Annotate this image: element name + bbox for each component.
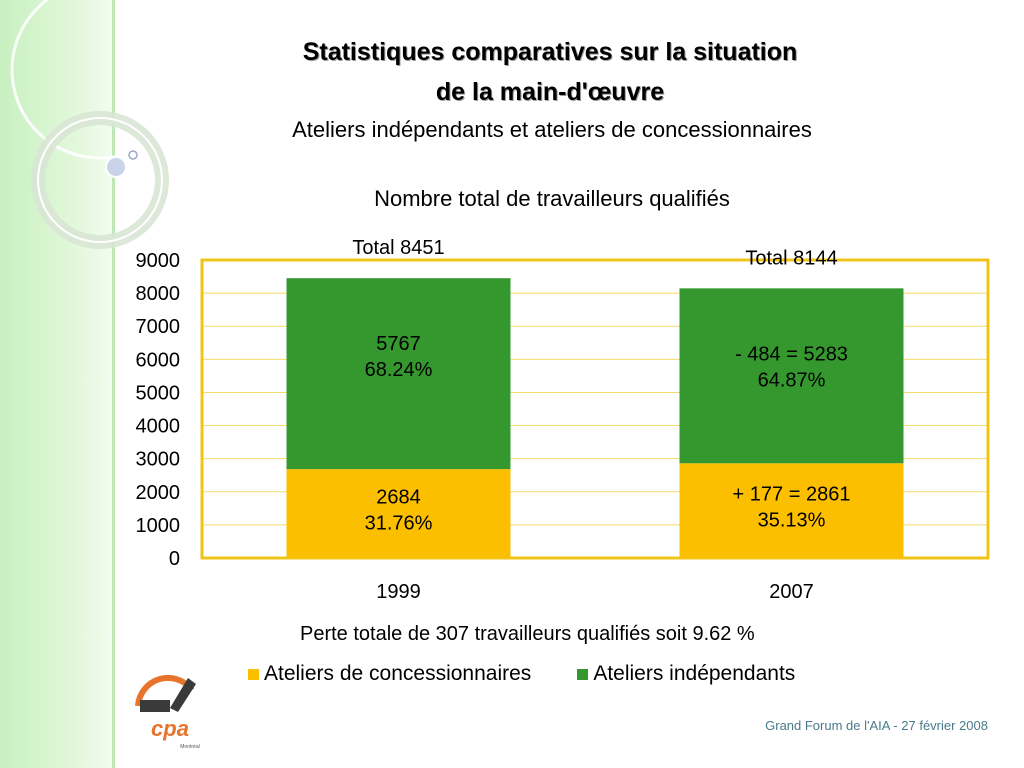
logo-text: cpa bbox=[151, 716, 189, 741]
bar-2007-series-1 bbox=[679, 288, 904, 464]
data-label: 35.13% bbox=[758, 510, 826, 532]
slide-title-line-2: de la main-d'œuvre bbox=[435, 78, 665, 106]
decorative-circles bbox=[10, 0, 190, 249]
x-tick-label-1999: 1999 bbox=[376, 581, 421, 603]
y-tick-label: 2000 bbox=[136, 482, 181, 504]
total-label-1999: Total 8451 bbox=[352, 237, 444, 259]
legend-swatch-independants bbox=[577, 668, 589, 680]
legend-label-concessionnaires: Ateliers de concessionnaires bbox=[264, 662, 532, 685]
y-tick-label: 8000 bbox=[136, 283, 181, 305]
y-tick-label: 6000 bbox=[136, 349, 181, 371]
bar-1999-series-0 bbox=[286, 469, 511, 558]
plot-area-border bbox=[200, 258, 990, 560]
y-tick-label: 0 bbox=[169, 548, 180, 570]
bar-2007-series-0 bbox=[679, 463, 904, 558]
x-tick-label-2007: 2007 bbox=[769, 581, 814, 603]
legend-label-independants: Ateliers indépendants bbox=[593, 662, 796, 685]
chart-legend: Ateliers de concessionnaires Ateliers in… bbox=[248, 662, 795, 686]
y-tick-label: 3000 bbox=[136, 449, 181, 471]
legend-swatch-concessionnaires bbox=[248, 668, 259, 680]
slide-subtitle: Ateliers indépendants et ateliers de con… bbox=[292, 117, 812, 142]
y-tick-label: 5000 bbox=[136, 382, 181, 404]
total-label-2007: Total 8144 bbox=[745, 247, 837, 269]
total-loss-note: Perte totale de 307 travailleurs qualifi… bbox=[300, 623, 755, 645]
data-label: 31.76% bbox=[365, 513, 433, 535]
data-label: 64.87% bbox=[758, 369, 826, 391]
y-tick-label: 1000 bbox=[136, 515, 181, 537]
data-label: + 177 = 2861 bbox=[733, 484, 851, 506]
slide-title-line-1: Statistiques comparatives sur la situati… bbox=[302, 38, 798, 66]
data-label: - 484 = 5283 bbox=[735, 343, 848, 365]
chart-title: Nombre total de travailleurs qualifiés bbox=[374, 186, 730, 211]
footer-text: Grand Forum de l'AIA - 27 février 2008 bbox=[765, 718, 988, 733]
stacked-bar-chart: 9000 8000 7000 6000 5000 4000 3000 2000 1000 0 268… bbox=[136, 237, 990, 603]
logo-subtext: Montréal bbox=[180, 744, 199, 750]
data-label: 5767 bbox=[376, 333, 421, 355]
y-tick-label: 4000 bbox=[136, 416, 181, 438]
legend-item-concessionnaires: Ateliers de concessionnaires bbox=[248, 662, 531, 686]
data-label: 2684 bbox=[376, 487, 421, 509]
y-tick-label: 7000 bbox=[136, 316, 181, 338]
data-label: 68.24% bbox=[365, 359, 433, 381]
bar-1999-series-1 bbox=[286, 278, 511, 470]
y-tick-label: 9000 bbox=[136, 250, 181, 272]
cpa-logo: cpa Montréal bbox=[135, 674, 200, 750]
legend-item-independants: Ateliers indépendants bbox=[577, 662, 795, 686]
